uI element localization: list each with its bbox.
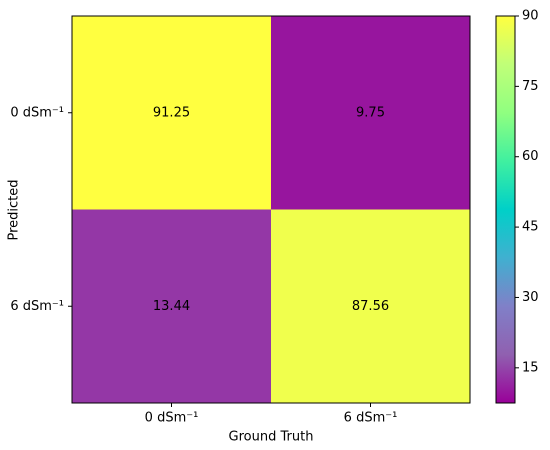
x-tick-label: 0 dSm⁻¹	[145, 411, 199, 426]
cell-label: 87.56	[352, 299, 389, 314]
y-axis-title: Predicted	[7, 179, 22, 240]
heatmap-cell	[72, 16, 271, 210]
colorbar-tick-label: 30	[522, 290, 539, 305]
y-tick-label: 0 dSm⁻¹	[10, 105, 64, 120]
heatmap-cell	[72, 209, 271, 403]
heatmap-cell	[271, 209, 470, 403]
colorbar-tick-label: 60	[522, 149, 539, 164]
colorbar-tick-label: 15	[522, 360, 539, 375]
y-tick-label: 6 dSm⁻¹	[10, 299, 64, 314]
colorbar-tick-label: 45	[522, 220, 539, 235]
colorbar-tick-label: 90	[522, 9, 539, 24]
cell-label: 13.44	[153, 299, 190, 314]
plot-frame	[71, 15, 471, 404]
cell-label: 9.75	[356, 105, 385, 120]
x-tick-label: 6 dSm⁻¹	[344, 411, 398, 426]
x-axis-title: Ground Truth	[229, 430, 314, 445]
colorbar-tick-label: 75	[522, 79, 539, 94]
colorbar	[495, 15, 516, 404]
cell-label: 91.25	[153, 105, 190, 120]
heatmap-cell	[271, 16, 470, 210]
